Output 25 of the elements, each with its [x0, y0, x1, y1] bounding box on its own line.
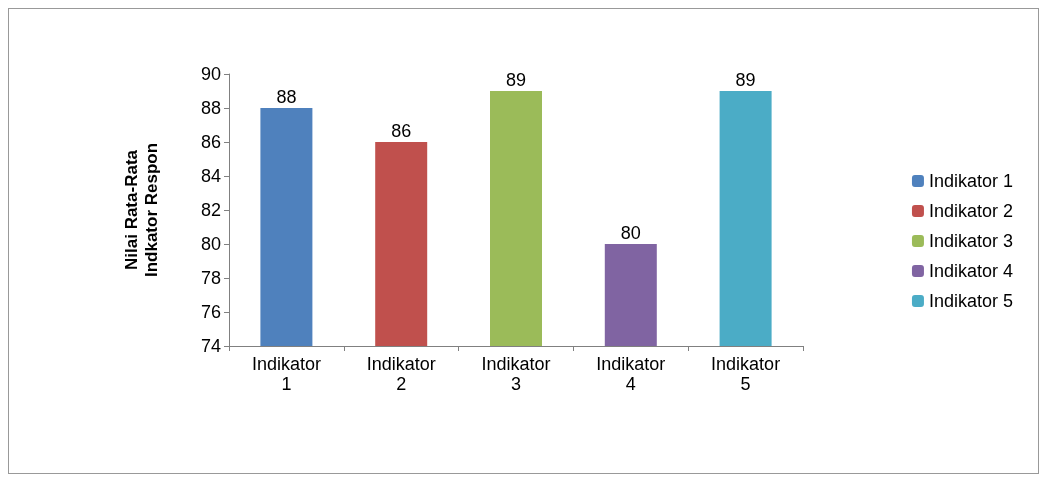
data-label: 89	[735, 70, 756, 90]
data-label: 86	[391, 121, 412, 141]
y-tick-label: 78	[200, 268, 221, 288]
x-tick-label: Indikator 4	[596, 354, 666, 394]
y-tick-label: 90	[200, 64, 221, 84]
x-tick-label: Indikator 2	[366, 354, 436, 394]
data-label: 88	[276, 87, 297, 107]
y-tick-label: 86	[200, 132, 221, 152]
y-tick-label: 76	[200, 302, 221, 322]
y-tick-label: 88	[200, 98, 221, 118]
x-tick-label: Indikator 1	[251, 354, 321, 394]
x-tick-label: Indikator 5	[711, 354, 781, 394]
legend-label: Indikator 1	[928, 171, 1014, 191]
legend-label: Indikator 5	[928, 291, 1014, 311]
y-axis-title: Nilai Rata-Rata Indkator Respon	[121, 142, 161, 278]
y-tick-label: 74	[200, 336, 221, 356]
legend-label: Indikator 2	[928, 201, 1014, 221]
y-tick-label: 84	[200, 166, 221, 186]
y-tick-label: 82	[200, 200, 221, 220]
x-tick-label: Indikator 3	[481, 354, 551, 394]
y-tick-label: 80	[200, 234, 221, 254]
data-label: 80	[620, 223, 641, 243]
legend-label: Indikator 3	[928, 231, 1014, 251]
legend-label: Indikator 4	[928, 261, 1014, 281]
data-label: 89	[505, 70, 527, 90]
